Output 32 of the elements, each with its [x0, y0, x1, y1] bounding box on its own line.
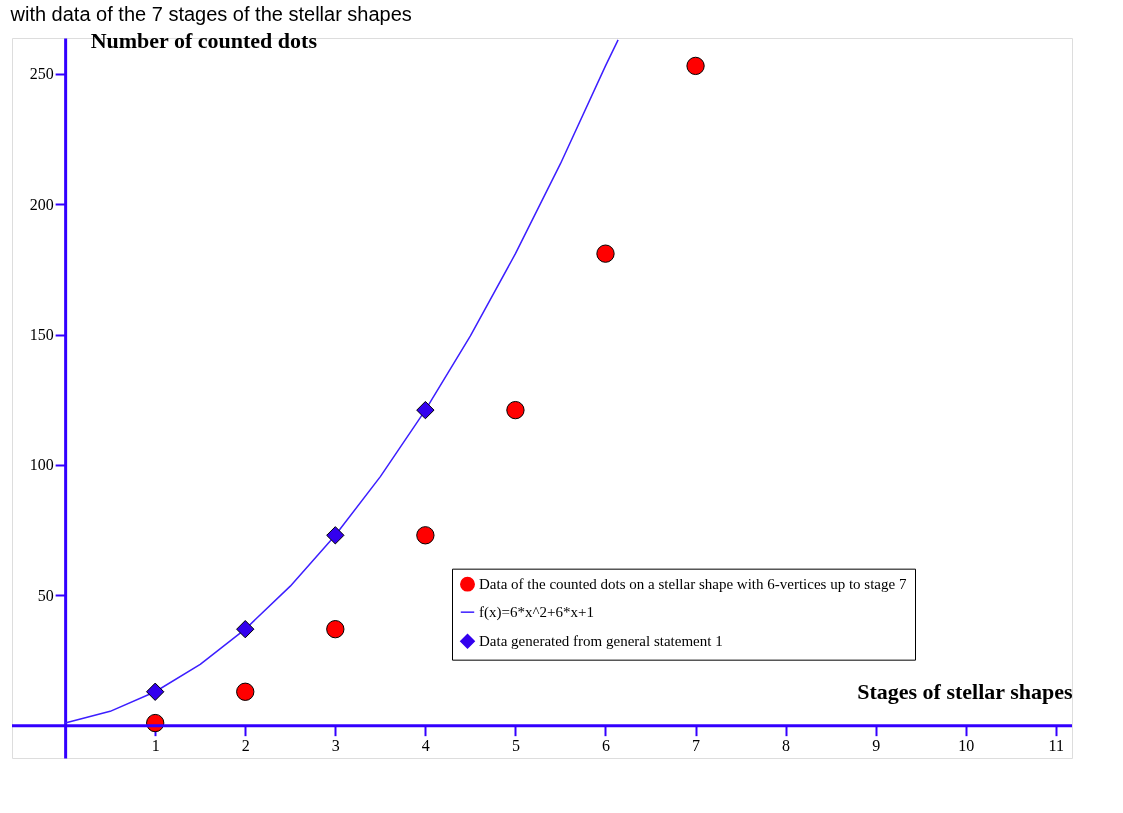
- point: [146, 682, 165, 701]
- point: [506, 400, 525, 420]
- legend-label: f(x)=6*x^2+6*x+1: [479, 604, 594, 622]
- point: [236, 682, 255, 701]
- legend-label: Data generated from general statement 1: [479, 633, 723, 650]
- x-tick-label: 3: [331, 737, 340, 755]
- chart-title: with data of the 7 stages of the stellar shapes: [9, 3, 412, 25]
- x-tick-label: 2: [241, 737, 250, 755]
- x-tick-label: 9: [872, 737, 881, 755]
- point: [236, 620, 255, 639]
- y-tick-label: 150: [29, 326, 54, 343]
- point: [416, 400, 435, 420]
- point: [326, 526, 345, 545]
- point: [596, 244, 615, 263]
- point: [416, 526, 435, 545]
- x-tick-label: 11: [1048, 737, 1064, 755]
- x-tick-label: 8: [782, 737, 791, 755]
- x-tick-label: 6: [601, 737, 610, 755]
- y-tick-label: 250: [29, 65, 54, 83]
- x-tick-label: 10: [958, 737, 975, 755]
- point: [686, 56, 705, 76]
- x-tick-label: 5: [511, 737, 520, 755]
- x-tick-label: 7: [692, 737, 701, 755]
- y-tick-label: 100: [29, 456, 54, 474]
- y-axis-title: Number of counted dots: [90, 27, 318, 53]
- y-tick-label: 50: [37, 586, 54, 604]
- legend-label: Data of the counted dots on a stellar shape with 6-vertices up to stage 7: [479, 576, 907, 593]
- x-tick-label: 4: [421, 737, 430, 755]
- point: [326, 620, 345, 639]
- x-axis-title: Stages of stellar shapes: [857, 679, 1073, 705]
- x-tick-label: 1: [151, 737, 160, 755]
- y-tick-label: 200: [29, 195, 54, 213]
